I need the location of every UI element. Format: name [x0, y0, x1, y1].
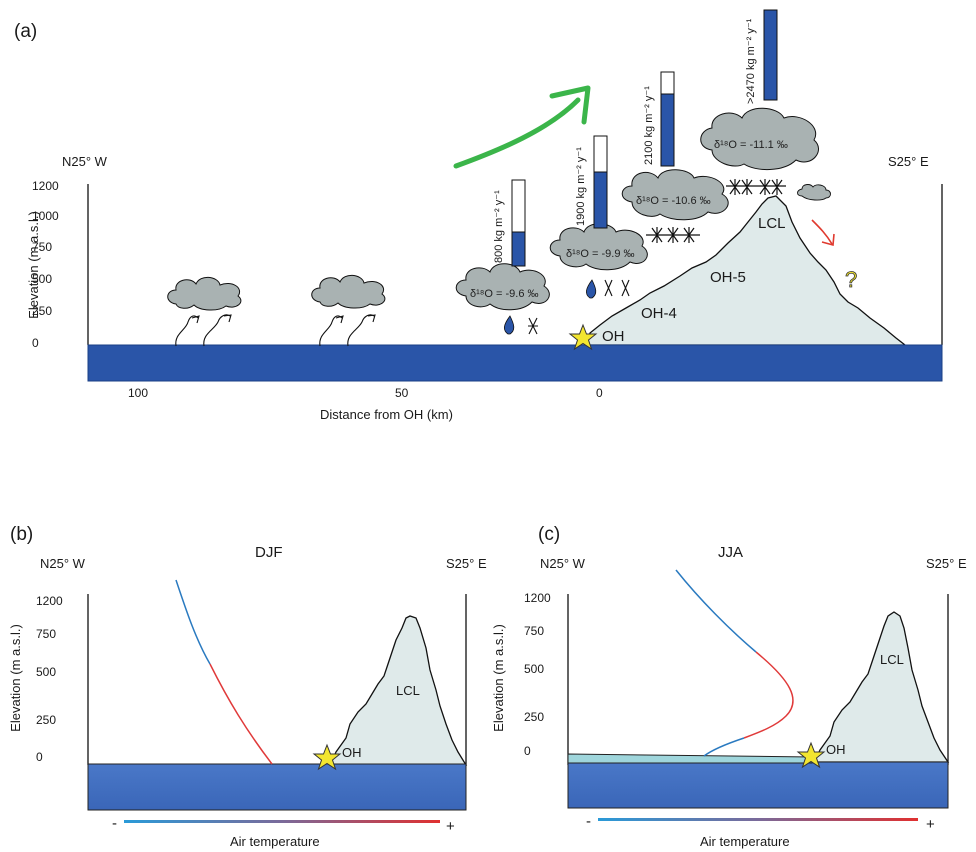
- precip-gauge-3: 2100 kg m⁻² y⁻¹: [643, 72, 674, 166]
- panel-a-ylabel: Elevation (m a.s.l.): [26, 211, 41, 319]
- c-ytick-0: 0: [524, 744, 531, 758]
- panel-a: (a) N25° W S25° E Elevation (m a.s.l.) 1…: [14, 10, 942, 422]
- panel-c-ylabel: Elevation (m a.s.l.): [491, 624, 506, 732]
- site-oh5: OH-5: [710, 269, 746, 286]
- panel-b-dir-right: S25° E: [446, 556, 487, 571]
- ytick-250: 250: [32, 304, 52, 318]
- convective-cloud-1: [168, 277, 241, 346]
- panel-c-plus: +: [926, 816, 935, 833]
- c-ytick-1200: 1200: [524, 591, 551, 605]
- precip-2-label: 1900 kg m⁻² y⁻¹: [575, 147, 587, 226]
- cloud-3-label: δ¹⁸O = -10.6 ‰: [636, 195, 711, 207]
- panel-c-inversion-layer: [568, 754, 812, 763]
- precip-gauge-3-fill: [661, 94, 674, 166]
- airflow-arrow-green: [456, 88, 588, 166]
- snow-icons-high: [726, 179, 786, 195]
- c-ytick-250: 250: [524, 710, 544, 724]
- c-ytick-750: 750: [524, 624, 544, 638]
- c-ytick-500: 500: [524, 662, 544, 676]
- panel-b-sea: [88, 764, 466, 810]
- panel-c-profile-cold-upper: [676, 570, 756, 652]
- isotope-cloud-2: δ¹⁸O = -9.9 ‰: [550, 224, 647, 270]
- precip-4-label: >2470 kg m⁻² y⁻¹: [745, 18, 757, 104]
- panel-c-lcl: LCL: [880, 652, 904, 667]
- isotope-cloud-3: δ¹⁸O = -10.6 ‰: [622, 170, 728, 220]
- panel-c-temp-gradient: [598, 818, 918, 821]
- b-ytick-1200: 1200: [36, 594, 63, 608]
- sea: [88, 345, 942, 381]
- panel-c-sea: [568, 762, 948, 808]
- panel-b-oh: OH: [342, 745, 362, 760]
- panel-c-season: JJA: [718, 544, 743, 561]
- raindrop-icon: [586, 280, 595, 298]
- panel-b-lcl: LCL: [396, 683, 420, 698]
- b-ytick-750: 750: [36, 627, 56, 641]
- panel-c-dir-right: S25° E: [926, 556, 967, 571]
- convective-cloud-2: [312, 275, 385, 346]
- b-ytick-500: 500: [36, 665, 56, 679]
- ytick-0: 0: [32, 336, 39, 350]
- precip-gauge-1-fill: [512, 232, 525, 266]
- panel-a-label: (a): [14, 21, 37, 42]
- panel-c-dir-left: N25° W: [540, 556, 586, 571]
- precip-3-label: 2100 kg m⁻² y⁻¹: [643, 86, 655, 165]
- panel-b-minus: -: [112, 815, 117, 832]
- ytick-1000: 1000: [32, 209, 59, 223]
- isotope-cloud-4: δ¹⁸O = -11.1 ‰: [701, 108, 819, 169]
- panel-b-xlabel: Air temperature: [230, 834, 320, 849]
- panel-c-profile-cold-lower: [704, 738, 744, 756]
- xtick-0: 0: [596, 386, 603, 400]
- raindrop-icon: [504, 316, 513, 334]
- panel-b: (b) N25° W S25° E DJF Elevation (m a.s.l…: [8, 524, 487, 849]
- precip-gauge-2-fill: [594, 172, 607, 228]
- snow-icons-low: [646, 227, 700, 243]
- panel-b-label: (b): [10, 524, 33, 545]
- panel-c: (c) N25° W S25° E JJA Elevation (m a.s.l…: [491, 524, 967, 849]
- ytick-500: 500: [32, 272, 52, 286]
- panel-c-profile-warm: [744, 652, 793, 738]
- xtick-50: 50: [395, 386, 409, 400]
- ytick-750: 750: [32, 240, 52, 254]
- precip-gauge-2: 1900 kg m⁻² y⁻¹: [575, 136, 607, 228]
- small-cloud: [798, 185, 831, 201]
- panel-b-temp-gradient: [124, 820, 440, 823]
- precip-1-label: 800 kg m⁻² y⁻¹: [493, 190, 505, 263]
- ytick-1200: 1200: [32, 179, 59, 193]
- precip-gauge-1: 800 kg m⁻² y⁻¹: [493, 180, 525, 266]
- cloud-2-label: δ¹⁸O = -9.9 ‰: [566, 248, 635, 260]
- panel-b-profile-cold: [176, 580, 210, 664]
- panel-b-plus: +: [446, 818, 455, 835]
- precip-gauge-4-fill: [764, 10, 777, 100]
- site-lcl: LCL: [758, 215, 786, 232]
- panel-a-xlabel: Distance from OH (km): [320, 407, 453, 422]
- panel-c-mountain: [814, 612, 948, 762]
- precip-gauge-4: >2470 kg m⁻² y⁻¹: [745, 10, 777, 104]
- panel-b-dir-left: N25° W: [40, 556, 86, 571]
- panel-a-dir-left: N25° W: [62, 154, 108, 169]
- panel-b-ylabel: Elevation (m a.s.l.): [8, 624, 23, 732]
- isotope-cloud-1: δ¹⁸O = -9.6 ‰: [456, 264, 549, 310]
- panel-c-minus: -: [586, 813, 591, 830]
- panel-a-dir-right: S25° E: [888, 154, 929, 169]
- panel-c-label: (c): [538, 524, 560, 545]
- site-oh4: OH-4: [641, 305, 677, 322]
- panel-b-profile-warm: [210, 664, 272, 764]
- cloud-1-label: δ¹⁸O = -9.6 ‰: [470, 288, 539, 300]
- descending-arrow-red: [812, 220, 834, 245]
- b-ytick-250: 250: [36, 713, 56, 727]
- panel-b-season: DJF: [255, 544, 283, 561]
- panel-c-xlabel: Air temperature: [700, 834, 790, 849]
- question-mark: ?: [845, 267, 857, 292]
- b-ytick-0: 0: [36, 750, 43, 764]
- cloud-4-label: δ¹⁸O = -11.1 ‰: [714, 139, 788, 151]
- panel-c-oh: OH: [826, 742, 846, 757]
- xtick-100: 100: [128, 386, 148, 400]
- site-oh: OH: [602, 328, 625, 345]
